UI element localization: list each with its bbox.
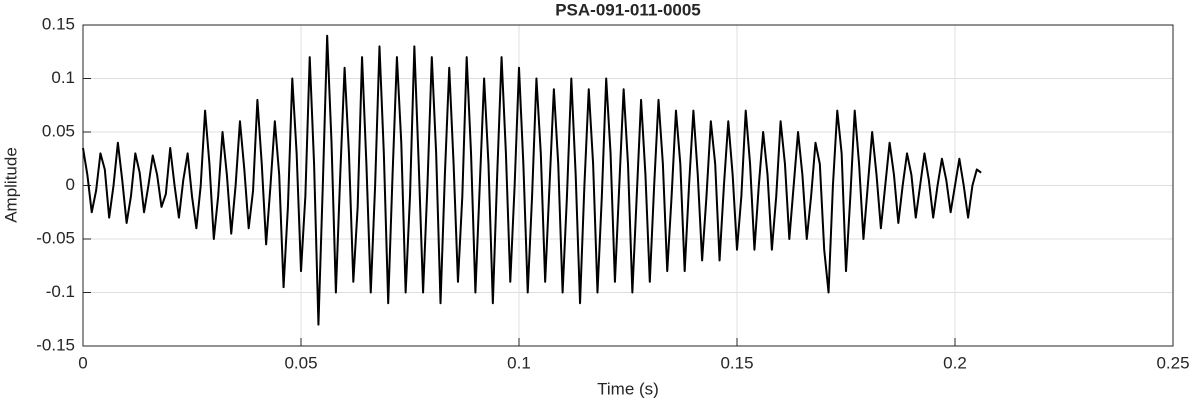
y-tick-label: -0.1 — [46, 282, 75, 301]
y-tick-label: 0.15 — [42, 14, 75, 33]
signal-line — [82, 34, 982, 326]
x-tick-label: 0.05 — [284, 353, 317, 372]
y-tick-label: -0.15 — [36, 335, 75, 354]
x-tick-label: 0.15 — [720, 353, 753, 372]
y-tick-label: 0.05 — [42, 121, 75, 140]
y-axis-label: Amplitude — [1, 147, 20, 223]
chart-title: PSA-091-011-0005 — [555, 0, 701, 19]
x-tick-label: 0.2 — [943, 353, 967, 372]
plot-frame — [82, 24, 1174, 347]
x-axis-label: Time (s) — [597, 379, 659, 398]
x-tick-label: 0.25 — [1156, 353, 1189, 372]
x-tick-label: 0.1 — [507, 353, 531, 372]
x-tick-label: 0 — [78, 353, 87, 372]
y-tick-label: -0.05 — [36, 228, 75, 247]
y-tick-label: 0.1 — [51, 68, 75, 87]
y-tick-label: 0 — [66, 175, 75, 194]
